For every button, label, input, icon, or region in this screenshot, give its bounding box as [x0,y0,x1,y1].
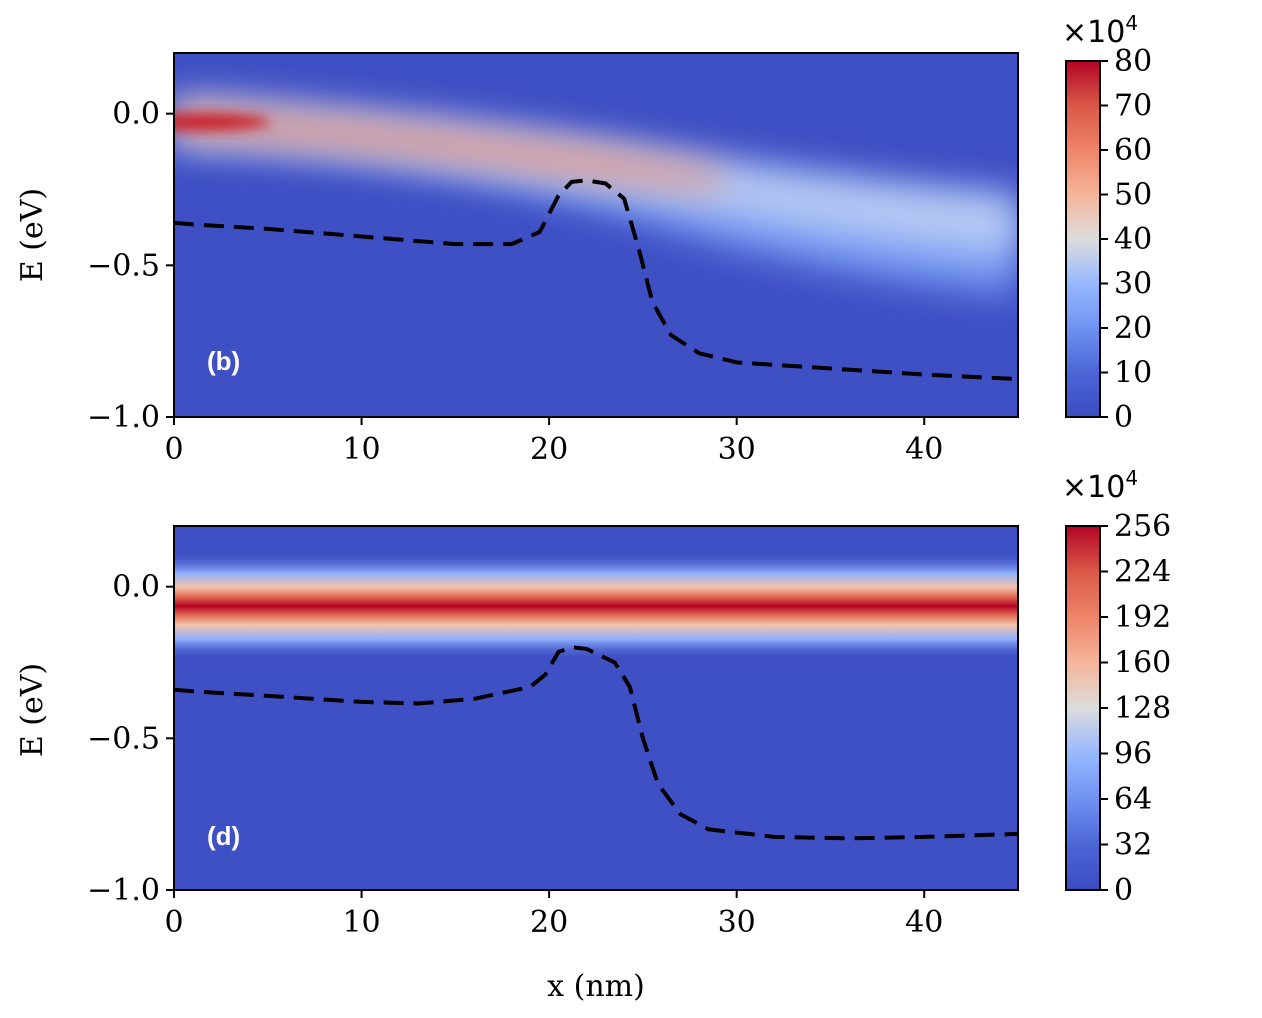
panel-b-x-tick-label: 30 [718,432,756,467]
panel-b-x-tick-label: 0 [164,432,183,467]
panel-b-colorbar-tick-label: 60 [1114,133,1152,168]
panel-b-colorbar-multiplier: ×104 [1062,11,1138,50]
panel-d-y-tick-label: 0.0 [112,570,160,605]
panel-d-heatmap [174,551,1018,661]
panel-d-colorbar-tick-label: 224 [1114,555,1171,590]
panel-b: 0 10 20 30 40 0.0 −0.5 −1.0 (b) E (eV) 0 10 20 30 4… [15,11,1152,467]
panel-d-band [174,551,1018,661]
panel-b-colorbar-multiplier-base: ×10 [1062,15,1125,50]
panel-b-heatmap [174,95,1018,295]
panel-d-colorbar-tick-label: 0 [1114,873,1133,908]
panel-b-halo [174,120,1018,295]
panel-b-peak [174,113,270,131]
panel-d-colorbar [1066,526,1100,890]
panel-d-axes: 0 10 20 30 40 0.0 −0.5 −1.0 [87,570,943,940]
panel-b-colorbar-multiplier-exp: 4 [1125,11,1138,35]
panel-b-axes: 0 10 20 30 40 0.0 −0.5 −1.0 [87,97,943,467]
panel-b-band-core [174,108,720,188]
panel-d-colorbar-tick-label: 32 [1114,828,1152,863]
panel-d-y-tick-label: −0.5 [87,721,160,756]
panel-d-colorbar-ticks: 0 32 64 96 128 160 192 224 256 [1100,509,1171,908]
panel-d-colorbar-multiplier: ×104 [1062,466,1138,505]
panel-b-colorbar-tick-label: 0 [1114,400,1133,435]
panel-d-frame [173,525,1019,891]
panel-b-colorbar-tick-label: 30 [1114,267,1152,302]
panel-b-colorbar-tick-label: 70 [1114,89,1152,124]
panel-b-colorbar-tick-label: 20 [1114,311,1152,346]
panel-d-x-tick-label: 10 [342,905,380,940]
x-axis-title: x (nm) [547,969,645,1004]
panel-b-x-tick-label: 10 [342,432,380,467]
panel-b-colorbar-tick-label: 40 [1114,222,1152,257]
panel-b-colorbar [1066,61,1100,417]
panel-d-colorbar-tick-label: 96 [1114,737,1152,772]
panel-d-y-axis-title: E (eV) [15,663,50,757]
panel-d-potential-line [174,645,1018,841]
panel-d-colorbar-tick-label: 128 [1114,691,1171,726]
panel-d-colorbar-tick-label: 160 [1114,646,1171,681]
panel-b-colorbar-tick-label: 80 [1114,44,1152,79]
panel-b-x-tick-label: 40 [905,432,943,467]
panel-d-colorbar-tick-label: 192 [1114,600,1171,635]
panel-b-y-tick-label: 0.0 [112,97,160,132]
panel-b-colorbar-tick-label: 50 [1114,178,1152,213]
panel-d-colorbar-multiplier-base: ×10 [1062,470,1125,505]
panel-d-colorbar-multiplier-exp: 4 [1125,466,1138,490]
panel-b-y-tick-label: −0.5 [87,248,160,283]
panel-d-colorbar-tick-label: 64 [1114,782,1152,817]
panel-d-x-tick-label: 30 [718,905,756,940]
panel-d-y-tick-label: −1.0 [87,873,160,908]
panel-d-x-tick-label: 20 [530,905,568,940]
panel-b-colorbar-ticks: 0 10 20 30 40 50 60 70 80 [1100,44,1152,435]
panel-d-x-tick-label: 0 [164,905,183,940]
panel-d: 0 10 20 30 400.0−0.5−1.0 (d) E (eV) x (nm) 0… [15,466,1171,1004]
panel-d-label: (d) [207,821,240,851]
panel-b-y-axis-title: E (eV) [15,188,50,282]
panel-d-x-tick-label: 40 [905,905,943,940]
panel-b-label: (b) [207,346,240,376]
panel-b-x-tick-label: 20 [530,432,568,467]
panel-b-colorbar-tick-label: 10 [1114,356,1152,391]
panel-b-potential-line [174,178,1018,382]
panel-d-colorbar-tick-label: 256 [1114,509,1171,544]
panel-b-frame [173,52,1019,418]
panel-b-y-tick-label: −1.0 [87,400,160,435]
